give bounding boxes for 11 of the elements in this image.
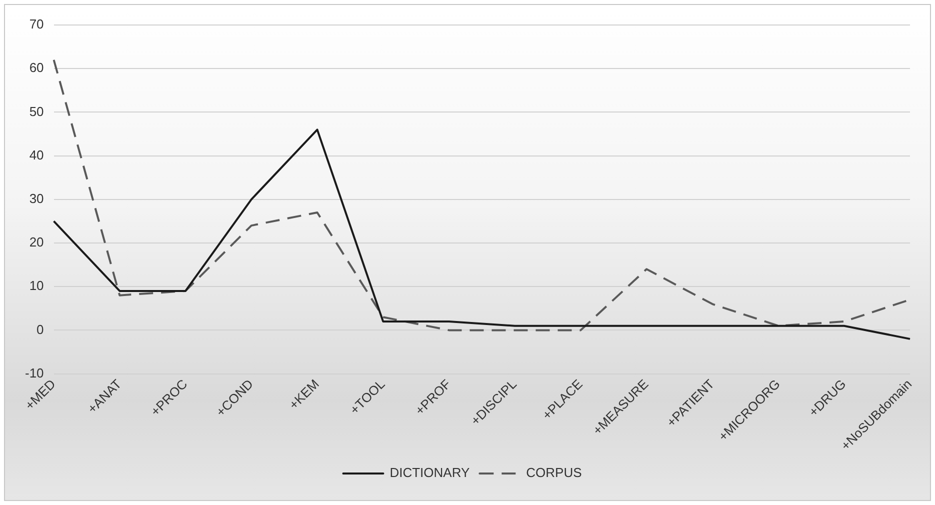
y-tick-label: 60 <box>29 60 44 76</box>
y-tick-label: 0 <box>36 322 44 337</box>
y-tick-label: 30 <box>29 190 44 206</box>
y-tick-label: 40 <box>29 147 44 162</box>
y-tick-label: 50 <box>29 104 44 119</box>
y-tick-label: 20 <box>29 234 44 250</box>
y-tick-label: -10 <box>24 365 44 380</box>
legend-label: CORPUS <box>526 465 582 480</box>
y-tick-label: 70 <box>29 16 44 32</box>
legend-label: DICTIONARY <box>390 465 470 480</box>
y-tick-label: 10 <box>29 278 44 294</box>
